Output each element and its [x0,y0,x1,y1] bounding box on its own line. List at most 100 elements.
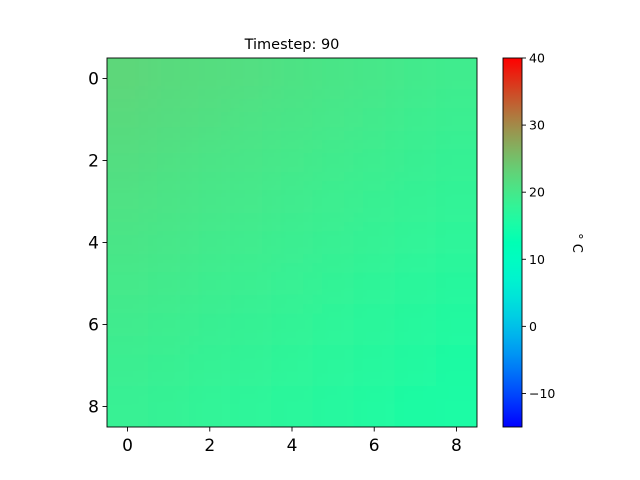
heatmap-cell [107,386,149,427]
heatmap-cell [148,345,190,387]
colorbar-tick-label: 20 [529,185,545,200]
heatmap-cell [148,222,190,264]
heatmap-cell [148,304,190,346]
heatmap-cell [435,140,477,182]
y-tick-label: 2 [88,152,99,172]
heatmap-cell [394,345,437,387]
heatmap-cell [230,304,272,346]
heatmap-cell [394,181,437,223]
heatmap-cell [148,140,190,182]
heatmap-cell [148,58,190,100]
heatmap-cell [189,58,231,100]
heatmap-cells [107,58,477,427]
heatmap-cell [312,140,355,182]
colorbar-tick-label: −10 [529,386,555,401]
colorbar-axis: −10 0 10 20 30 40 [522,51,555,401]
heatmap-cell [353,181,396,223]
heatmap-cell [312,58,355,100]
heatmap-cell [312,99,355,141]
heatmap-cell [148,263,190,305]
heatmap-cell [353,99,396,141]
y-tick-label: 0 [88,70,99,90]
heatmap-cell [230,181,272,223]
heatmap-cell [394,304,437,346]
x-tick-label: 0 [122,436,133,456]
heatmap-cell [353,304,396,346]
heatmap-cell [230,140,272,182]
heatmap-cell [271,140,314,182]
heatmap-cell [353,58,396,100]
heatmap-cell [435,99,477,141]
heatmap-cell [271,345,314,387]
heatmap-cell [230,58,272,100]
heatmap-cell [271,181,314,223]
heatmap-cell [435,386,477,427]
heatmap-cell [394,386,437,427]
heatmap-cell [189,263,231,305]
colorbar [502,57,523,428]
colorbar-tick-label: 30 [529,118,545,133]
heatmap-cell [353,345,396,387]
colorbar-tick-label: 10 [529,252,545,267]
heatmap-cell [107,181,149,223]
heatmap-cell [148,99,190,141]
heatmap-cell [271,222,314,264]
heatmap-cell [189,99,231,141]
heatmap-cell [394,140,437,182]
heatmap-cell [189,345,231,387]
heatmap-cell [189,386,231,427]
x-tick-label: 8 [451,436,462,456]
heatmap-cell [435,345,477,387]
heatmap-cell [271,304,314,346]
colorbar-label: ° C [569,233,584,253]
heatmap-cell [312,222,355,264]
heatmap-cell [353,140,396,182]
heatmap-cell [435,263,477,305]
chart-title: Timestep: 90 [244,37,340,53]
heatmap-cell [271,263,314,305]
heatmap-cell [107,58,149,100]
heatmap-cell [189,140,231,182]
heatmap-cell [148,386,190,427]
heatmap-cell [230,263,272,305]
heatmap-cell [312,304,355,346]
heatmap-cell [394,99,437,141]
heatmap-cell [230,386,272,427]
colorbar-tick-label: 0 [529,319,537,334]
heatmap-cell [353,386,396,427]
heatmap-cell [230,222,272,264]
x-axis: 0 2 4 6 8 [122,427,462,456]
x-tick-label: 2 [204,436,215,456]
heatmap-cell [107,304,149,346]
heatmap-cell [435,181,477,223]
heatmap-cell [312,386,355,427]
heatmap-cell [271,99,314,141]
heatmap-cell [435,304,477,346]
heatmap-cell [435,222,477,264]
heatmap-cell [189,304,231,346]
heatmap-cell [394,222,437,264]
heatmap-cell [189,181,231,223]
heatmap-cell [148,181,190,223]
heatmap-cell [353,222,396,264]
heatmap-cell [394,263,437,305]
x-tick-label: 6 [369,436,380,456]
heatmap-cell [189,222,231,264]
heatmap-cell [353,263,396,305]
heatmap-cell [271,58,314,100]
heatmap-cell [312,345,355,387]
y-tick-label: 8 [88,398,99,418]
heatmap-cell [271,386,314,427]
y-tick-label: 6 [88,316,99,336]
heatmap-cell [230,345,272,387]
y-tick-label: 4 [88,234,99,254]
heatmap-cell [230,99,272,141]
heatmap-cell [394,58,437,100]
heatmap-cell [312,181,355,223]
heatmap-cell [312,263,355,305]
heatmap-cell [107,345,149,387]
heatmap-cell [107,222,149,264]
heatmap-cell [107,99,149,141]
heatmap-cell [107,140,149,182]
